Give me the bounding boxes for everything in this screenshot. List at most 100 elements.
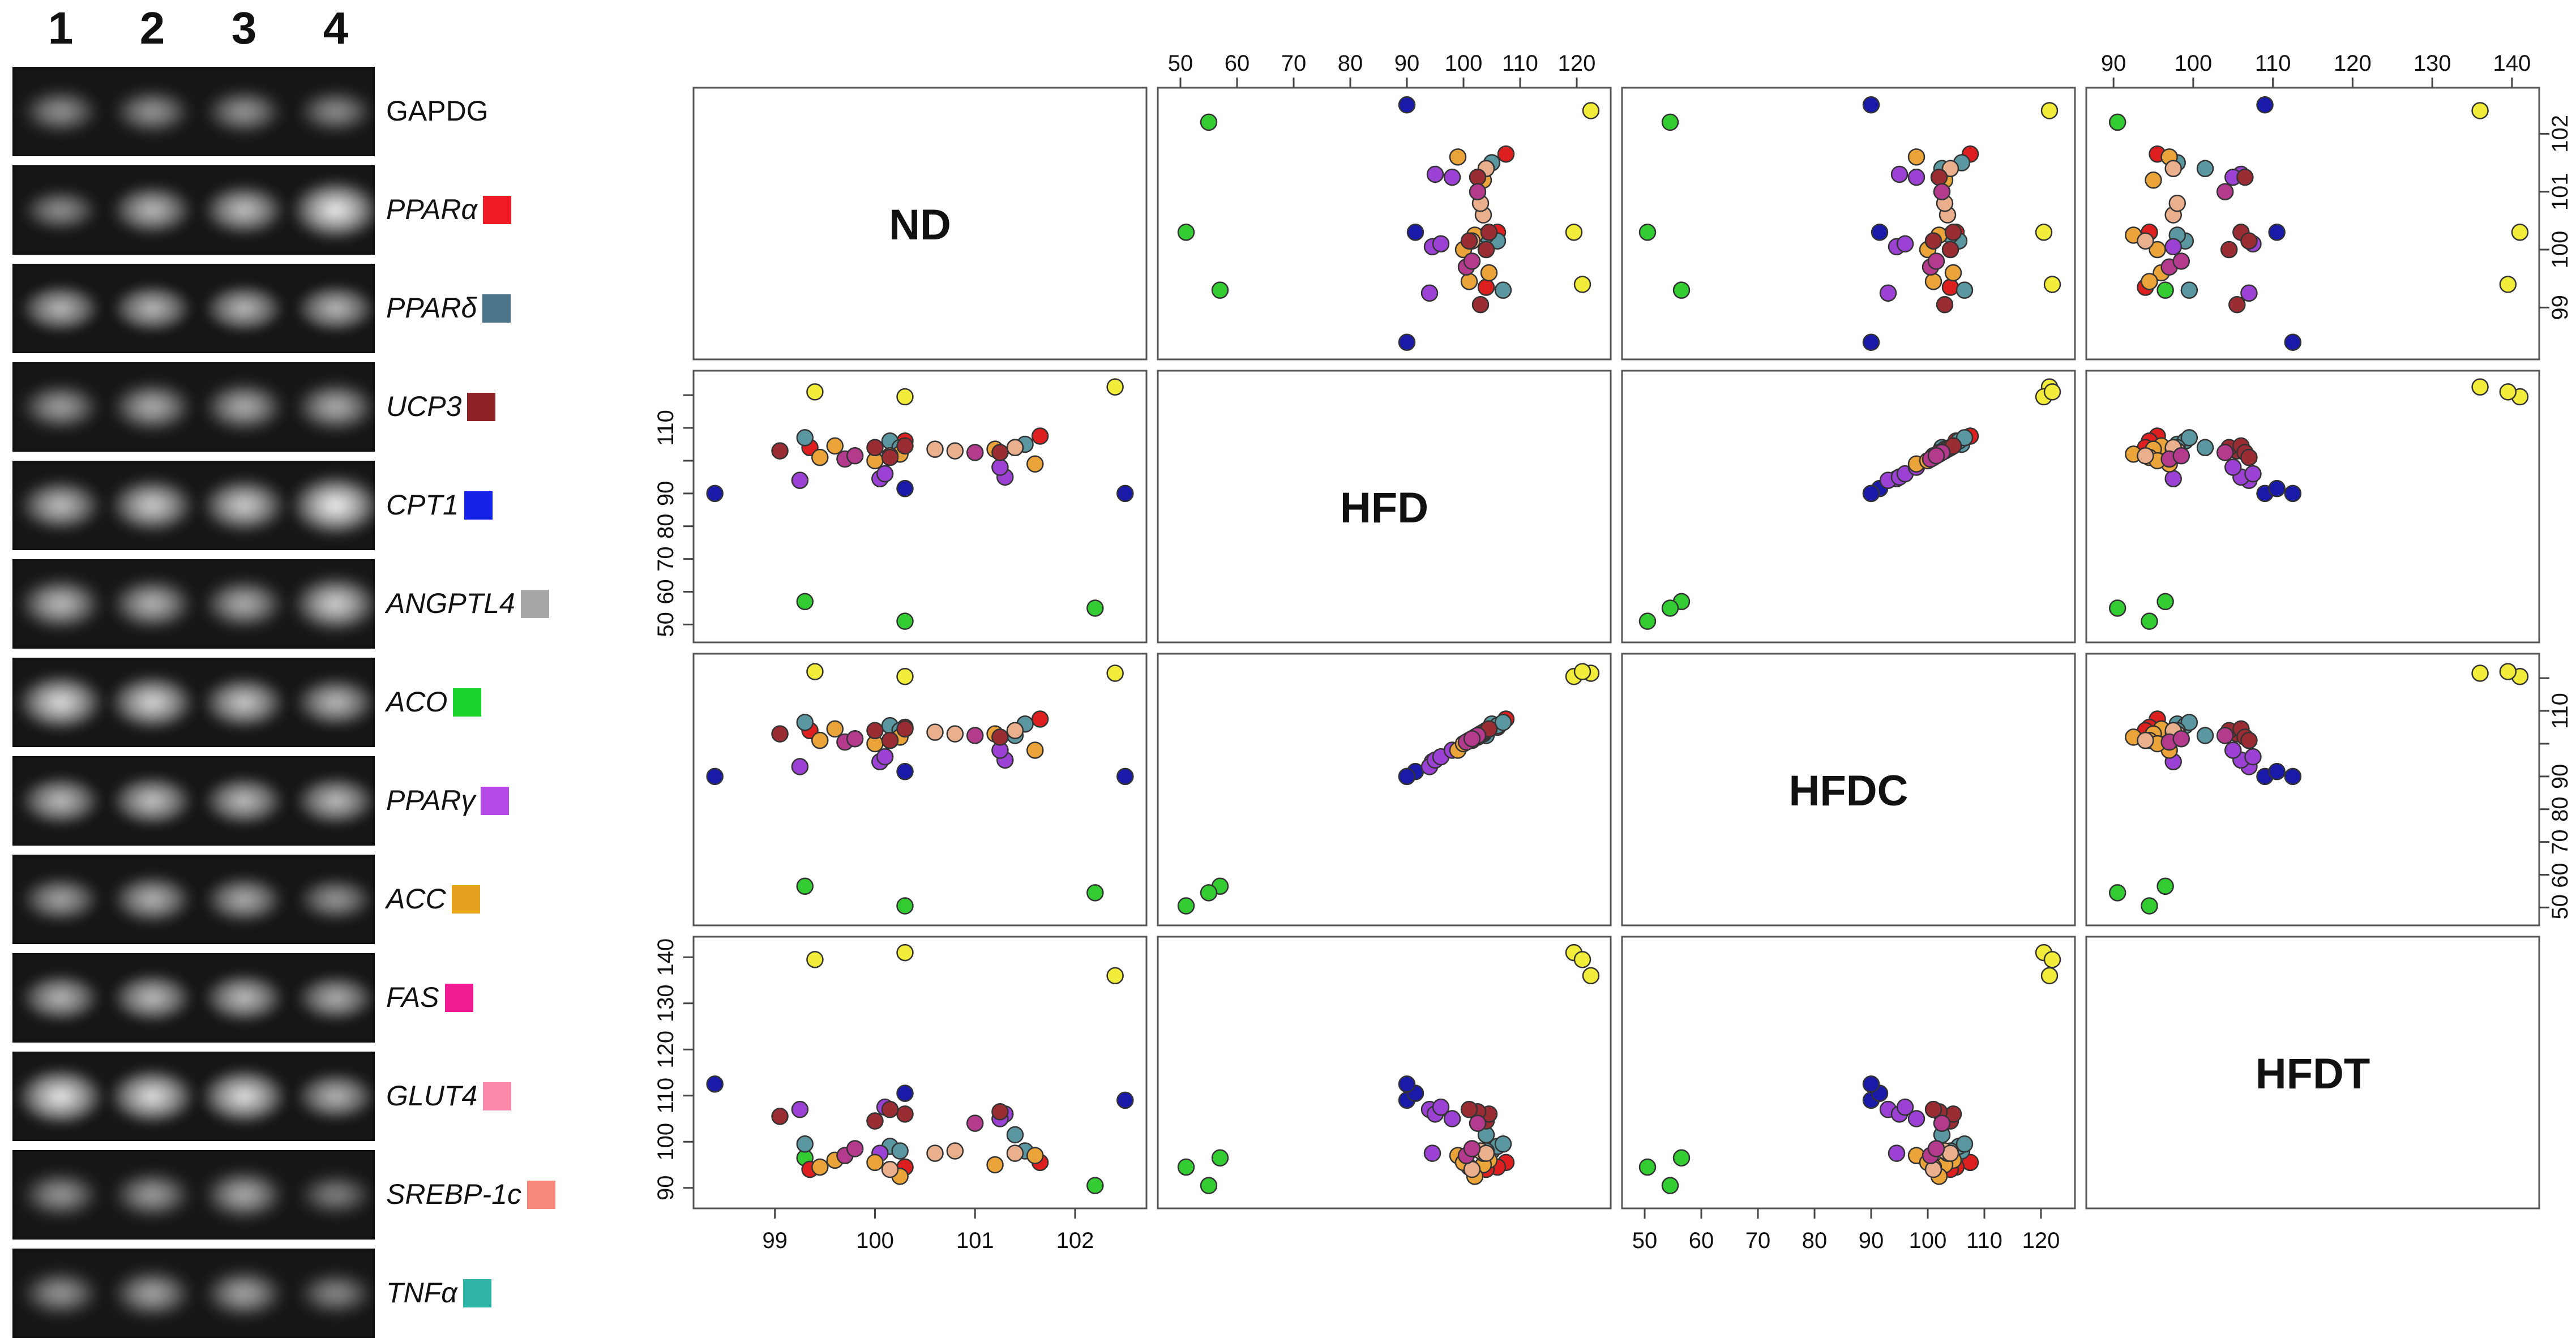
panel-hfd-hfd [1157, 370, 1612, 644]
tick-label: 80 [2548, 796, 2573, 822]
data-point [1582, 102, 1600, 119]
data-point [2268, 224, 2286, 241]
panel-hfd-hfdc [1621, 370, 2076, 644]
panel-hfdc-nd [692, 653, 1148, 927]
tick-label: 99 [2548, 295, 2573, 320]
tick-label: 100 [1445, 51, 1483, 76]
data-point [2228, 296, 2246, 314]
data-point [896, 612, 914, 630]
data-point [1031, 710, 1049, 728]
data-point [1398, 1075, 1416, 1093]
data-point [1477, 241, 1495, 259]
data-point [926, 1144, 944, 1162]
data-point [2108, 599, 2126, 617]
data-point [1463, 252, 1481, 270]
lane-number-4: 4 [323, 3, 349, 53]
gel-row-aco [12, 658, 375, 747]
tick-label: 110 [1502, 51, 1538, 76]
gel-band [200, 1067, 288, 1126]
data-point [771, 1108, 789, 1125]
scatterplot-matrix: ND HFD HFDC HFDT 50 60 70 80 90 100 110 120 90 100 110… [600, 0, 2576, 1255]
tick-label: 102 [2548, 115, 2573, 153]
data-point [811, 448, 829, 466]
scatterplot-matrix-svg: ND HFD HFDC HFDT 50 60 70 80 90 100 110 120 90 100 110… [653, 51, 2573, 1253]
tick-label: 110 [2255, 51, 2291, 76]
data-point [2040, 102, 2059, 119]
tick-label: 100 [856, 1228, 894, 1253]
data-point [1927, 1140, 1945, 1157]
tick-label: 50 60 [2548, 863, 2573, 919]
gene-label-aco: ACO [386, 686, 448, 718]
data-point [2196, 439, 2214, 457]
gene-color-swatch [451, 885, 480, 914]
data-point [2499, 663, 2517, 680]
lane-number-3: 3 [231, 3, 257, 53]
data-point [1480, 224, 1498, 241]
data-point [2220, 241, 2238, 259]
data-point [1006, 439, 1024, 457]
gene-label-fas: FAS [386, 981, 439, 1013]
data-point [1638, 224, 1657, 241]
data-point [1398, 96, 1416, 114]
data-point [2180, 429, 2198, 447]
gene-label-pparγ: PPARγ [386, 784, 476, 816]
data-point [2108, 884, 2126, 902]
gel-band [22, 1271, 99, 1316]
tick-label: 50 [653, 612, 678, 637]
gel-band [296, 974, 375, 1022]
gene-color-swatch [464, 491, 493, 520]
data-point [706, 767, 724, 786]
data-point [2240, 731, 2258, 749]
diagonal-label-nd: ND [889, 201, 951, 249]
data-point [2043, 276, 2061, 293]
data-point [796, 593, 814, 611]
data-point [1086, 599, 1104, 617]
data-point [2180, 714, 2198, 731]
data-point [1862, 484, 1880, 503]
gel-band [112, 185, 193, 235]
data-point [796, 714, 814, 731]
gene-color-swatch [463, 1279, 491, 1307]
data-point [2284, 484, 2302, 503]
gel-band [295, 677, 375, 728]
panel-hfdt-hfdc [1621, 936, 2076, 1210]
diagonal-label-hfd: HFD [1340, 484, 1428, 532]
data-point [2244, 748, 2262, 766]
tick-label: 102 [1056, 1228, 1094, 1253]
data-point [896, 388, 914, 406]
data-point [881, 1160, 899, 1178]
data-point [1862, 96, 1880, 114]
data-point [2224, 458, 2242, 476]
data-point [2168, 194, 2186, 212]
data-point [1924, 1100, 1942, 1118]
gel-band [17, 673, 104, 732]
data-point [896, 897, 914, 915]
data-point [1463, 1140, 1481, 1157]
data-point [2035, 224, 2053, 241]
data-point [791, 1100, 809, 1118]
data-point [806, 951, 824, 968]
data-point [2284, 767, 2302, 786]
data-point [1031, 427, 1049, 445]
gel-band [16, 1066, 105, 1126]
data-point [1927, 252, 1945, 270]
data-point [1116, 484, 1134, 503]
data-point [2137, 232, 2154, 250]
gel-row-acc [12, 855, 375, 944]
data-point [966, 1114, 984, 1132]
data-point [1443, 168, 1461, 186]
panel-hfdt-hfdt [2085, 936, 2540, 1210]
gene-label-gapdg: GAPDG [386, 95, 489, 127]
data-point [2164, 238, 2182, 256]
tick-label: 80 [1338, 51, 1363, 76]
gel-band [291, 179, 375, 241]
gel-band [204, 284, 284, 333]
data-point [2043, 383, 2061, 401]
data-point [2156, 593, 2174, 611]
data-point [806, 663, 824, 680]
panel-hfdc-hfdt [2085, 653, 2540, 927]
tick-label: 101 [2548, 173, 2573, 211]
data-point [881, 1100, 899, 1118]
data-point [896, 944, 914, 962]
data-point [2141, 273, 2158, 290]
